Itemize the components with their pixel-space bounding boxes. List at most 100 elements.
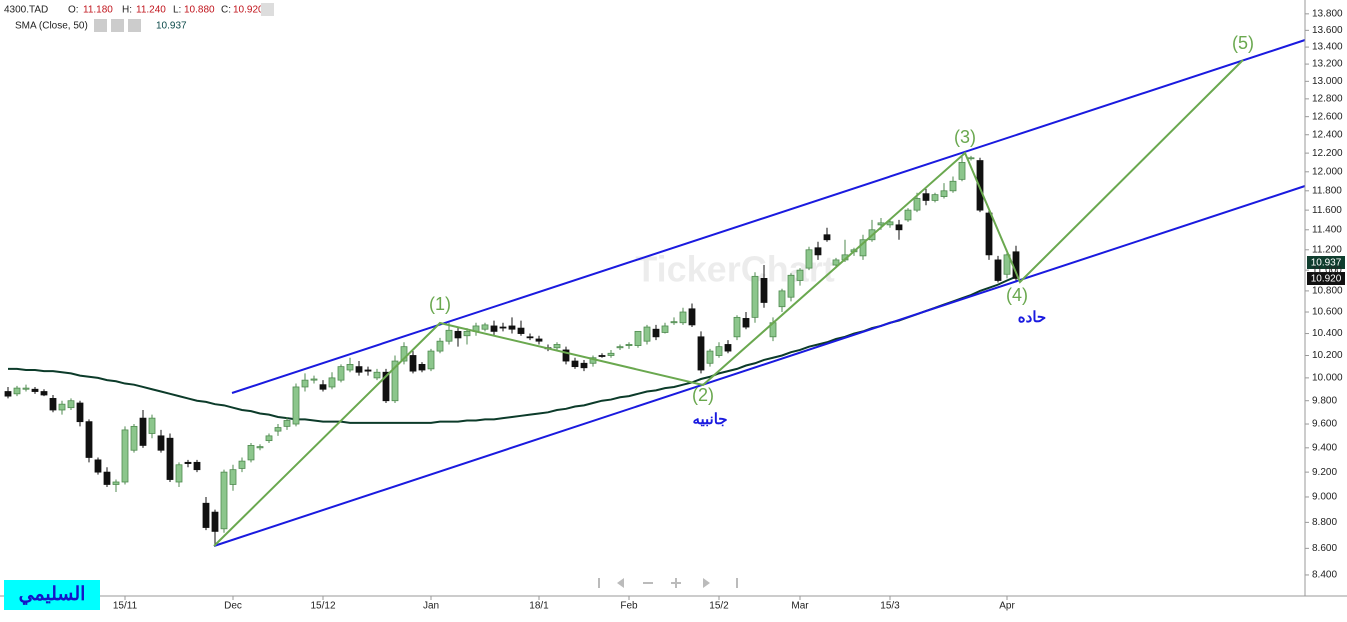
y-tick-label: 13.800: [1312, 8, 1343, 19]
candle-body: [310, 378, 318, 381]
channel-lower: [213, 185, 1306, 547]
candle-body: [643, 326, 651, 342]
candle-body: [832, 259, 840, 266]
y-tick-label: 10.000: [1312, 373, 1343, 384]
candle-body: [391, 360, 399, 402]
x-tick-label: 15/12: [310, 601, 335, 612]
candle-body: [463, 330, 471, 337]
settings-icon[interactable]: [111, 19, 124, 32]
candle-body: [418, 363, 426, 371]
y-tick-label: 11.600: [1312, 205, 1342, 216]
y-tick-label: 8.800: [1312, 517, 1337, 528]
candle-body: [949, 180, 957, 192]
candle-body: [598, 355, 606, 357]
y-tick-label: 8.400: [1312, 570, 1337, 581]
close-icon[interactable]: [128, 19, 141, 32]
nav-zoom-out[interactable]: [643, 582, 653, 584]
candle-body: [319, 384, 327, 390]
candle-body: [724, 344, 732, 352]
candle-body: [985, 212, 993, 256]
y-tick-label: 11.800: [1312, 185, 1342, 196]
candle-body: [328, 377, 336, 388]
ohlc-value: 10.920: [233, 5, 264, 16]
y-tick-label: 10.400: [1312, 328, 1343, 339]
candle-body: [40, 391, 48, 396]
indicator-value: 10.937: [156, 21, 187, 32]
ohlc-value: 11.180: [83, 5, 113, 16]
nav-start[interactable]: [598, 578, 600, 588]
candle-body: [733, 316, 741, 338]
y-tick-label: 11.400: [1312, 224, 1342, 235]
candle-body: [31, 388, 39, 392]
candle-body: [175, 464, 183, 483]
candle-body: [526, 336, 534, 339]
wave-label: (2): [692, 385, 714, 405]
candle-body: [454, 330, 462, 339]
watermark: TickerChart: [635, 249, 834, 290]
candle-body: [535, 338, 543, 342]
candle-body: [508, 325, 516, 330]
candle-body: [859, 239, 867, 257]
candle-body: [445, 329, 453, 342]
candle-body: [103, 471, 111, 485]
candle-body: [517, 327, 525, 334]
candle-body: [751, 275, 759, 318]
symbol: 4300.TAD: [4, 5, 48, 16]
candle-body: [670, 321, 678, 324]
nav-zoom-in[interactable]: [671, 578, 681, 588]
logo-box: [4, 580, 100, 610]
y-tick-label: 13.600: [1312, 25, 1343, 36]
channel-upper: [231, 39, 1306, 394]
wave-label: (4): [1006, 285, 1028, 305]
candle-body: [958, 162, 966, 180]
candle-body: [940, 190, 948, 197]
y-tick-label: 12.200: [1312, 148, 1343, 159]
candle-body: [742, 318, 750, 328]
annotation: جانبيه: [692, 411, 727, 428]
candle-body: [148, 417, 156, 434]
candle-body: [85, 421, 93, 458]
candle-body: [346, 363, 354, 371]
candle-body: [238, 460, 246, 469]
nav-end[interactable]: [736, 578, 738, 588]
menu-icon[interactable]: [261, 3, 274, 16]
y-tick-label: 13.000: [1312, 76, 1343, 87]
candle-body: [436, 340, 444, 352]
candle-body: [634, 330, 642, 346]
y-tick-label: 9.600: [1312, 419, 1337, 430]
candle-body: [58, 403, 66, 411]
price-tag-label: 10.937: [1311, 258, 1342, 269]
candle-body: [292, 386, 300, 425]
ohlc-label: O:: [68, 5, 79, 16]
candle-body: [157, 435, 165, 451]
visibility-icon[interactable]: [94, 19, 107, 32]
candle-body: [967, 157, 975, 160]
nav-left[interactable]: [617, 578, 624, 588]
candle-body: [112, 481, 120, 485]
candle-body: [409, 355, 417, 372]
y-tick-label: 9.000: [1312, 492, 1337, 503]
wave-label: (1): [429, 294, 451, 314]
candle-body: [76, 402, 84, 423]
candle-body: [265, 435, 273, 442]
candle-body: [715, 346, 723, 356]
x-tick-label: 15/11: [113, 601, 138, 612]
candle-body: [814, 247, 822, 256]
candle-body: [130, 425, 138, 451]
price-tag: [1307, 256, 1345, 269]
candle-body: [490, 325, 498, 332]
ohlc-label: H:: [122, 5, 132, 16]
candle-body: [976, 160, 984, 211]
candle-body: [688, 308, 696, 326]
annotation: حاده: [1018, 309, 1046, 326]
candle-body: [301, 379, 309, 388]
candle-body: [616, 346, 624, 349]
y-tick-label: 9.800: [1312, 395, 1337, 406]
candle-body: [274, 427, 282, 432]
y-tick-label: 10.800: [1312, 286, 1343, 297]
candle-body: [823, 234, 831, 241]
candle-body: [994, 259, 1002, 281]
nav-right[interactable]: [703, 578, 710, 588]
candle-body: [1003, 254, 1011, 275]
